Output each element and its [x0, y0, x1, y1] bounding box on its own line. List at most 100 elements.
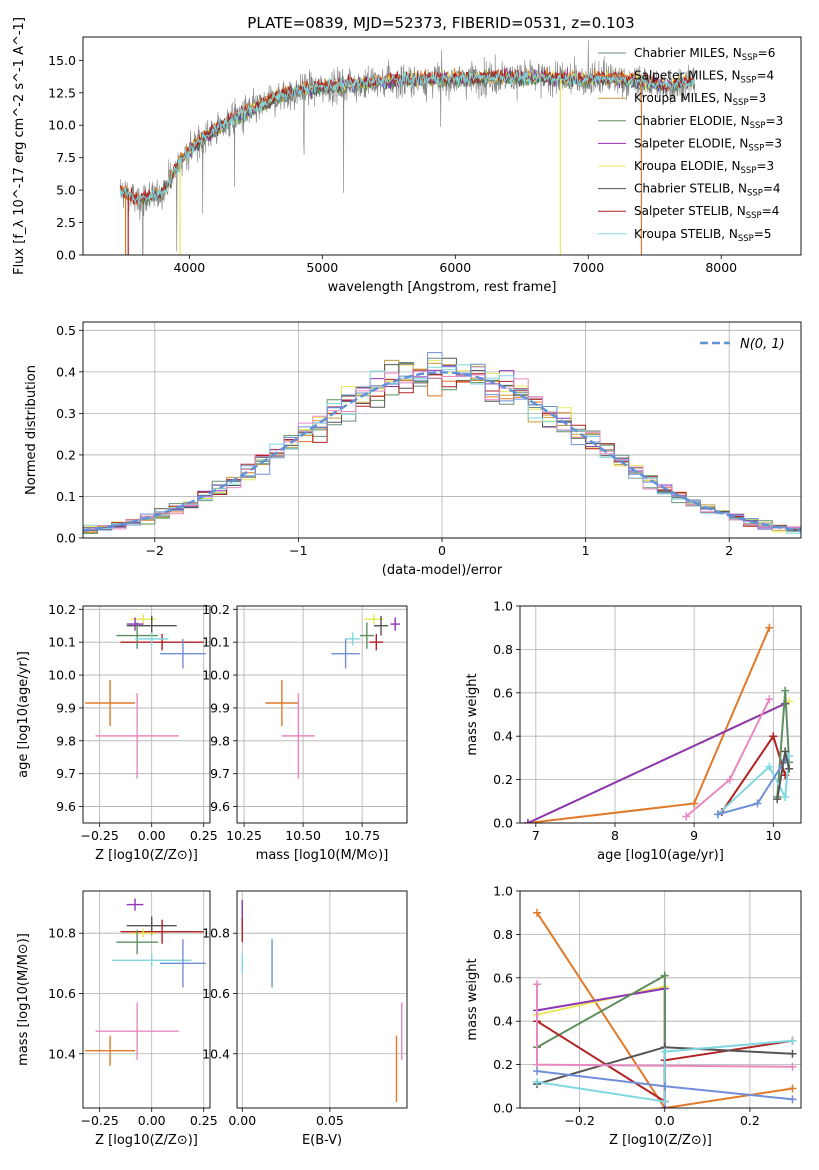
plus-marker: [533, 908, 542, 917]
plus-marker: [769, 732, 778, 741]
plus-marker: [765, 623, 774, 632]
y-tick-label: 5.0: [56, 183, 76, 198]
plus-marker: [533, 1067, 542, 1076]
error-point: [120, 633, 204, 651]
y-tick-label: 10.4: [48, 1046, 76, 1061]
y-tick-label: 0.6: [493, 970, 513, 985]
y-tick-label: 0.1: [56, 489, 76, 504]
y-tick-label: 9.8: [56, 733, 76, 748]
x-axis-label: wavelength [Angstrom, rest frame]: [328, 280, 557, 295]
y-tick-label: 10.0: [202, 668, 230, 683]
legend-entry: Kroupa MILES, NSSP=3: [634, 91, 766, 108]
error-point: [120, 919, 204, 944]
error-point: [160, 939, 206, 988]
plus-marker: [753, 799, 762, 808]
axes-frame: [82, 321, 802, 539]
plus-marker: [788, 1084, 797, 1093]
panel-6: −0.25 0.00 0.25 10.4 10.6 10.8 Z [log10(Z/Z⊙)]…: [16, 890, 218, 1148]
x-tick-label: −2: [146, 543, 164, 558]
y-tick-label: 2.5: [56, 215, 76, 230]
y-tick-label: 0.6: [493, 685, 513, 700]
legend-entry: Salpeter MILES, NSSP=4: [634, 69, 774, 86]
x-axis-label: (data-model)/error: [382, 563, 503, 578]
plus-marker: [660, 1097, 669, 1106]
x-tick-label: 10: [765, 828, 781, 843]
y-tick-label: 0.5: [56, 323, 76, 338]
y-tick-label: 10.1: [202, 635, 230, 650]
plot-area: [119, 39, 696, 255]
legend: Chabrier MILES, NSSP=6 Salpeter MILES, NS…: [598, 46, 783, 244]
error-point: [359, 622, 374, 649]
y-tick-label: 9.8: [210, 733, 230, 748]
plus-marker: [788, 1049, 797, 1058]
x-tick-label: 0.00: [138, 1113, 166, 1128]
plot-area: [83, 352, 801, 534]
panel-8: −0.2 0.0 0.2 0.0 0.2 0.4 0.6 0.8 1.0 Z [log10(Z/Z…: [465, 884, 802, 1148]
histogram-step: [83, 364, 801, 534]
y-tick-label: 0.3: [56, 406, 76, 421]
y-tick-label: 0.2: [493, 1057, 513, 1072]
plus-marker: [785, 764, 794, 773]
error-point: [85, 1035, 136, 1066]
y-tick-label: 1.0: [493, 599, 513, 614]
x-tick-label: 10.25: [226, 828, 262, 843]
error-point: [331, 638, 360, 669]
panel-7: 0.00 0.05 10.4 10.6 10.8 E(B-V): [202, 890, 408, 1148]
x-tick-label: 0: [438, 543, 446, 558]
x-tick-label: −0.2: [564, 1113, 594, 1128]
plus-marker: [660, 971, 669, 980]
error-point: [345, 632, 360, 646]
y-tick-label: 9.7: [56, 766, 76, 781]
legend-entry: Kroupa ELODIE, NSSP=3: [634, 159, 774, 176]
axes-frame: [519, 890, 802, 1109]
plot-area: [85, 898, 206, 1066]
plus-marker: [660, 1047, 669, 1056]
error-point: [281, 693, 315, 779]
y-tick-label: 10.8: [202, 926, 230, 941]
plus-marker: [765, 762, 774, 771]
x-tick-label: 0.2: [740, 1113, 760, 1128]
axes-frame: [82, 890, 211, 1109]
x-tick-label: 8000: [705, 260, 737, 275]
plot-area: [265, 614, 400, 779]
plus-marker: [788, 1062, 797, 1071]
plus-marker: [788, 1036, 797, 1045]
plus-marker: [713, 810, 722, 819]
plot-area: [533, 908, 797, 1108]
mass-weight-series: [527, 702, 786, 823]
x-tick-label: 9: [690, 828, 698, 843]
y-tick-label: 15.0: [48, 53, 76, 68]
x-tick-label: 10.50: [285, 828, 321, 843]
y-tick-label: 0.4: [493, 729, 513, 744]
y-tick-label: 10.4: [202, 1046, 230, 1061]
y-tick-label: 10.8: [48, 926, 76, 941]
y-axis-label: Flux [f_λ 10^-17 erg cm^-2 s^-1 A^-1]: [12, 17, 27, 275]
mass-weight-series: [536, 1039, 793, 1103]
x-tick-label: 2: [725, 543, 733, 558]
plus-marker: [781, 792, 790, 801]
y-tick-label: 0.2: [56, 447, 76, 462]
plus-marker: [781, 747, 790, 756]
error-point: [85, 679, 136, 727]
y-tick-label: 10.6: [48, 986, 76, 1001]
x-tick-label: 7000: [572, 260, 604, 275]
y-tick-label: 10.0: [48, 118, 76, 133]
y-tick-label: 0.4: [493, 1014, 513, 1029]
y-tick-label: 0.0: [493, 816, 513, 831]
error-point: [130, 928, 156, 938]
mass-weight-series: [717, 755, 791, 816]
y-axis-label: Normed distribution: [24, 365, 39, 495]
error-point: [160, 638, 206, 669]
y-tick-label: 9.9: [210, 700, 230, 715]
legend-entry: Chabrier ELODIE, NSSP=3: [634, 114, 783, 131]
legend-entry: N(0, 1): [740, 337, 785, 352]
y-tick-label: 0.0: [493, 1101, 513, 1116]
normal-curve: [83, 371, 801, 532]
plus-marker: [765, 695, 774, 704]
panel-4: 10.25 10.50 10.75 9.6 9.7 9.8 9.9 10.0 10.1 10.2 m…: [202, 602, 408, 863]
legend: N(0, 1): [700, 337, 785, 352]
x-tick-label: 1: [582, 543, 590, 558]
plus-marker: [523, 819, 532, 823]
y-tick-label: 0.4: [56, 364, 76, 379]
y-axis-label: age [log10(age/yr)]: [16, 651, 31, 778]
